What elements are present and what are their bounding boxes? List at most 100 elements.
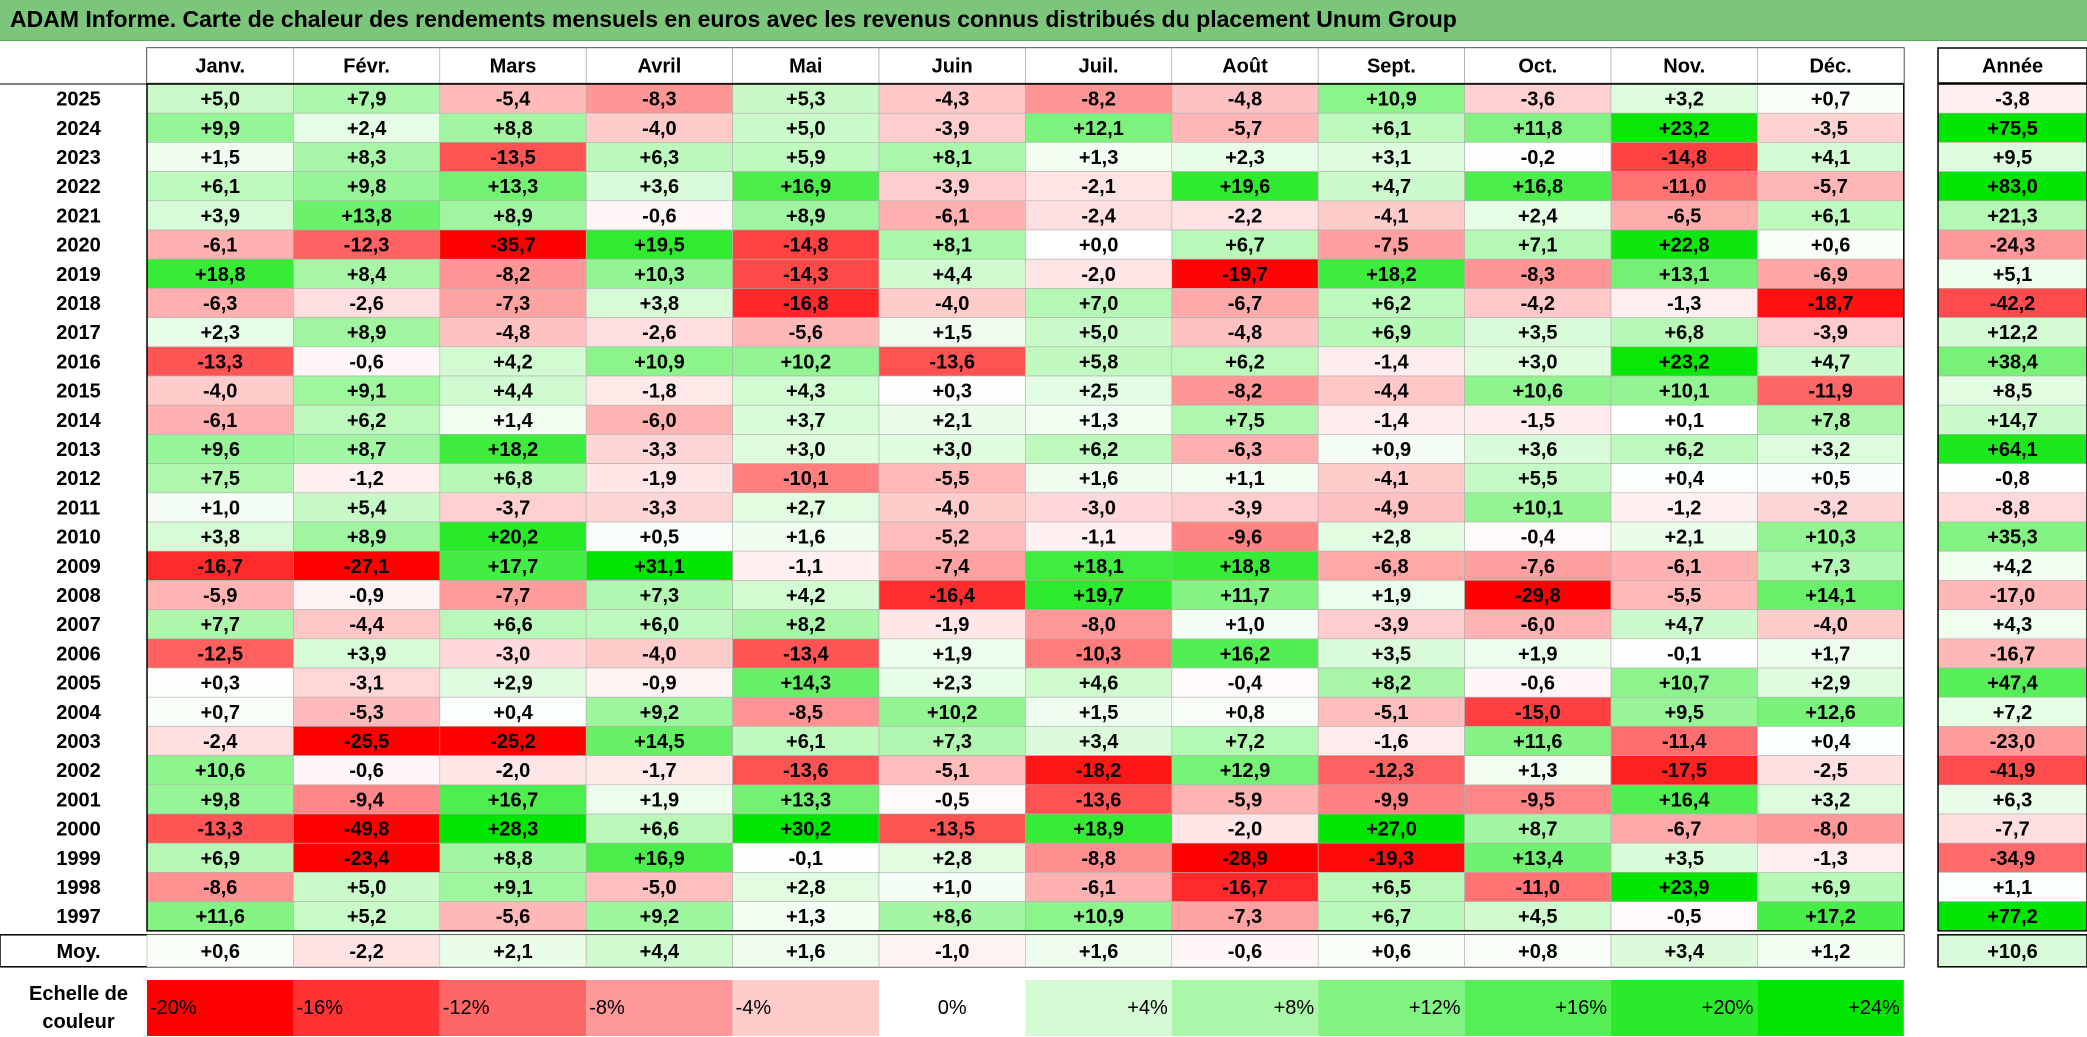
- heat-cell: [1464, 288, 1612, 318]
- heat-cell-value: +12,9: [1220, 760, 1271, 782]
- heat-cell-value: -14,8: [1661, 147, 1707, 169]
- row-year-label: 2004: [56, 702, 101, 724]
- average-cell: [1317, 934, 1465, 968]
- heat-cell-value: +0,5: [640, 527, 679, 549]
- heat-cell: [732, 521, 880, 552]
- month-header-cell: [732, 47, 880, 84]
- annual-cell-value: +47,4: [1987, 673, 2038, 695]
- heat-cell: [1464, 434, 1612, 464]
- heat-cell: [1464, 317, 1612, 348]
- heat-cell-value: -1,1: [789, 556, 823, 578]
- heat-cell-value: -13,5: [929, 819, 975, 841]
- annual-cell-value: +9,5: [1993, 147, 2032, 169]
- heat-cell-value: +7,7: [200, 614, 239, 636]
- annual-cell: [1937, 229, 2087, 260]
- month-header-label: Mai: [789, 56, 822, 78]
- month-header-cell: [585, 47, 733, 84]
- annual-cell-value: +83,0: [1987, 176, 2038, 198]
- heat-cell-value: +9,8: [347, 176, 386, 198]
- heat-cell: [732, 463, 880, 494]
- heat-cell: [293, 667, 441, 698]
- heat-cell-value: -3,3: [642, 439, 676, 461]
- heat-cell: [878, 288, 1026, 318]
- heat-cell-value: +6,2: [1225, 351, 1264, 373]
- heat-cell-value: -9,4: [349, 789, 384, 811]
- heat-cell: [293, 288, 441, 318]
- heat-cell-value: +0,3: [932, 381, 971, 403]
- heat-cell-value: +3,1: [1372, 147, 1411, 169]
- heat-cell-value: +19,6: [1220, 176, 1271, 198]
- heat-cell: [146, 638, 294, 669]
- heat-cell: [1171, 434, 1319, 464]
- heat-cell-value: +6,9: [1372, 322, 1411, 344]
- heat-cell: [585, 813, 733, 844]
- heat-cell: [1171, 784, 1319, 815]
- heat-cell-value: -12,5: [197, 643, 243, 665]
- heat-cell: [146, 784, 294, 815]
- heat-cell-value: -3,1: [349, 673, 383, 695]
- heat-cell-value: -5,2: [935, 527, 969, 549]
- heat-cell-value: -11,4: [1662, 731, 1707, 753]
- heat-cell: [439, 784, 587, 815]
- month-header-label: Janv.: [195, 56, 245, 78]
- heat-cell-value: -3,9: [935, 176, 969, 198]
- heat-cell-value: +4,7: [1372, 176, 1411, 198]
- heat-cell-value: +10,7: [1659, 673, 1710, 695]
- heat-cell: [1610, 346, 1758, 377]
- heat-cell: [1464, 404, 1612, 435]
- heat-cell: [146, 258, 294, 289]
- heat-cell-value: -1,1: [1081, 527, 1115, 549]
- heat-cell: [1317, 696, 1465, 727]
- legend-swatch: [1464, 980, 1611, 1036]
- heat-cell-value: +11,8: [1513, 118, 1563, 140]
- row-year-label: 2016: [56, 351, 101, 373]
- heat-cell-value: +6,6: [493, 614, 532, 636]
- heat-cell: [439, 901, 587, 932]
- heat-cell-value: +2,8: [1372, 527, 1411, 549]
- heat-cell-value: -6,3: [203, 293, 237, 315]
- heat-cell: [1610, 288, 1758, 318]
- heat-cell-value: -1,4: [1374, 410, 1409, 432]
- average-annual-cell: [1937, 934, 2087, 968]
- heat-cell-value: +5,8: [1079, 351, 1118, 373]
- heat-cell-value: +0,7: [200, 702, 239, 724]
- heat-cell: [293, 346, 441, 377]
- heat-cell: [585, 200, 733, 231]
- heat-cell-value: -7,7: [496, 585, 530, 607]
- heat-cell: [1610, 375, 1758, 406]
- heat-cell: [878, 784, 1026, 815]
- legend-swatch: [1611, 980, 1758, 1036]
- legend-stop-label: +12%: [1409, 997, 1461, 1019]
- heat-cell-value: +2,8: [932, 848, 971, 870]
- month-header-cell: [1464, 47, 1612, 84]
- heat-cell: [1464, 112, 1612, 143]
- heat-cell-value: -5,6: [789, 322, 823, 344]
- month-header-label: Avril: [638, 56, 682, 78]
- heat-cell-value: -8,2: [1081, 89, 1115, 111]
- heat-cell-value: +0,5: [1811, 468, 1850, 490]
- heat-cell-value: -3,7: [496, 497, 530, 519]
- heat-cell-value: -3,3: [642, 497, 676, 519]
- heat-cell: [1757, 463, 1905, 494]
- heat-cell-value: +9,8: [200, 789, 239, 811]
- average-cell: [1757, 934, 1905, 968]
- annual-cell-value: +12,2: [1987, 322, 2038, 344]
- heat-cell: [439, 696, 587, 727]
- heat-cell-value: +5,0: [347, 877, 386, 899]
- heat-cell-value: +18,2: [488, 439, 539, 461]
- heat-cell: [1610, 784, 1758, 815]
- heat-cell-value: -5,9: [203, 585, 237, 607]
- heat-cell: [293, 726, 441, 756]
- heat-cell: [1317, 200, 1465, 231]
- heat-cell-value: +6,2: [1664, 439, 1703, 461]
- heat-cell: [1171, 229, 1319, 260]
- heat-cell-value: +1,1: [1225, 468, 1264, 490]
- heat-cell-value: +16,7: [488, 789, 539, 811]
- annual-cell-value: +8,5: [1993, 381, 2032, 403]
- heat-cell-value: -35,7: [490, 235, 536, 257]
- heat-cell-value: -6,1: [1667, 556, 1701, 578]
- annual-cell: [1937, 346, 2087, 377]
- heat-cell: [439, 813, 587, 844]
- heat-cell: [1317, 492, 1465, 523]
- heat-cell-value: -5,0: [642, 877, 676, 899]
